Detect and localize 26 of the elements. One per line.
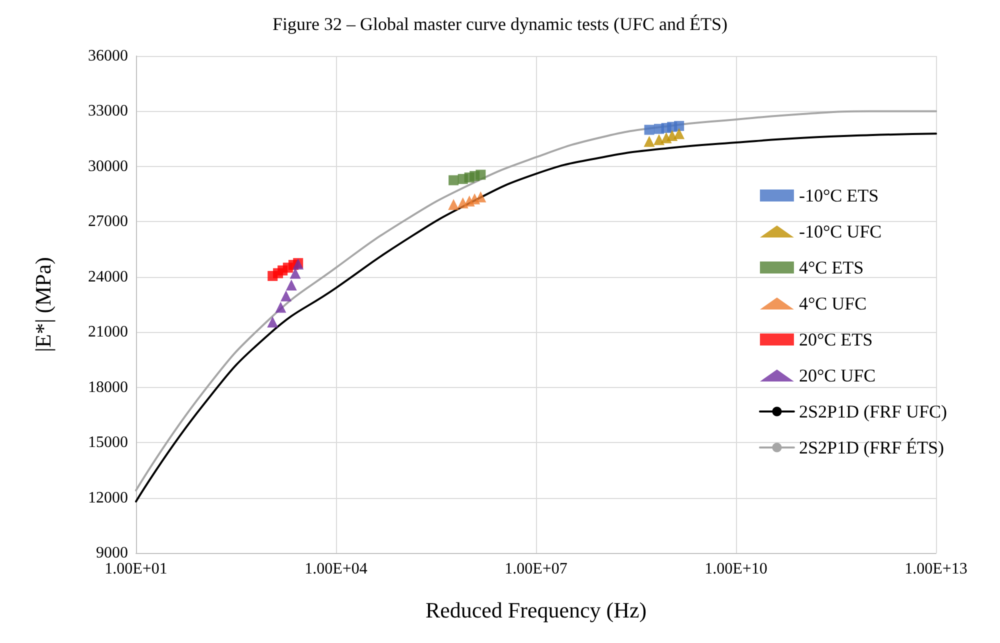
y-tick-label: 18000 — [88, 378, 128, 396]
legend-label: 4°C UFC — [798, 294, 867, 314]
y-tick-label: 24000 — [88, 268, 128, 286]
x-tick-label: 1.00E+01 — [104, 560, 168, 578]
legend-label: 4°C ETS — [798, 258, 864, 278]
x-tick-label: 1.00E+04 — [304, 560, 368, 578]
y-axis-title: |E*| (MPa) — [30, 257, 56, 352]
legend-label: 20°C ETS — [798, 330, 873, 350]
legend-label: -10°C UFC — [798, 222, 882, 242]
y-tick-label: 33000 — [88, 102, 128, 120]
y-tick-label: 9000 — [96, 544, 128, 562]
x-tick-label: 1.00E+07 — [504, 560, 568, 578]
legend-label: 20°C UFC — [798, 366, 876, 386]
legend-label: -10°C ETS — [798, 186, 879, 206]
y-tick-label: 12000 — [88, 489, 128, 506]
x-tick-label: 1.00E+13 — [904, 560, 968, 578]
chart-title: Figure 32 – Global master curve dynamic tests (UFC and ÉTS) — [272, 14, 728, 34]
y-tick-label: 15000 — [88, 434, 128, 452]
y-tick-label: 27000 — [88, 213, 128, 230]
x-tick-label: 1.00E+10 — [704, 560, 768, 578]
legend-label: 2S2P1D (FRF UFC) — [798, 402, 948, 422]
y-tick-label: 36000 — [88, 48, 128, 64]
y-tick-label: 21000 — [88, 324, 128, 341]
legend-label: 2S2P1D (FRF ÉTS) — [798, 438, 944, 458]
x-axis-title: Reduced Frequency (Hz) — [425, 598, 647, 622]
y-tick-label: 30000 — [88, 158, 128, 175]
